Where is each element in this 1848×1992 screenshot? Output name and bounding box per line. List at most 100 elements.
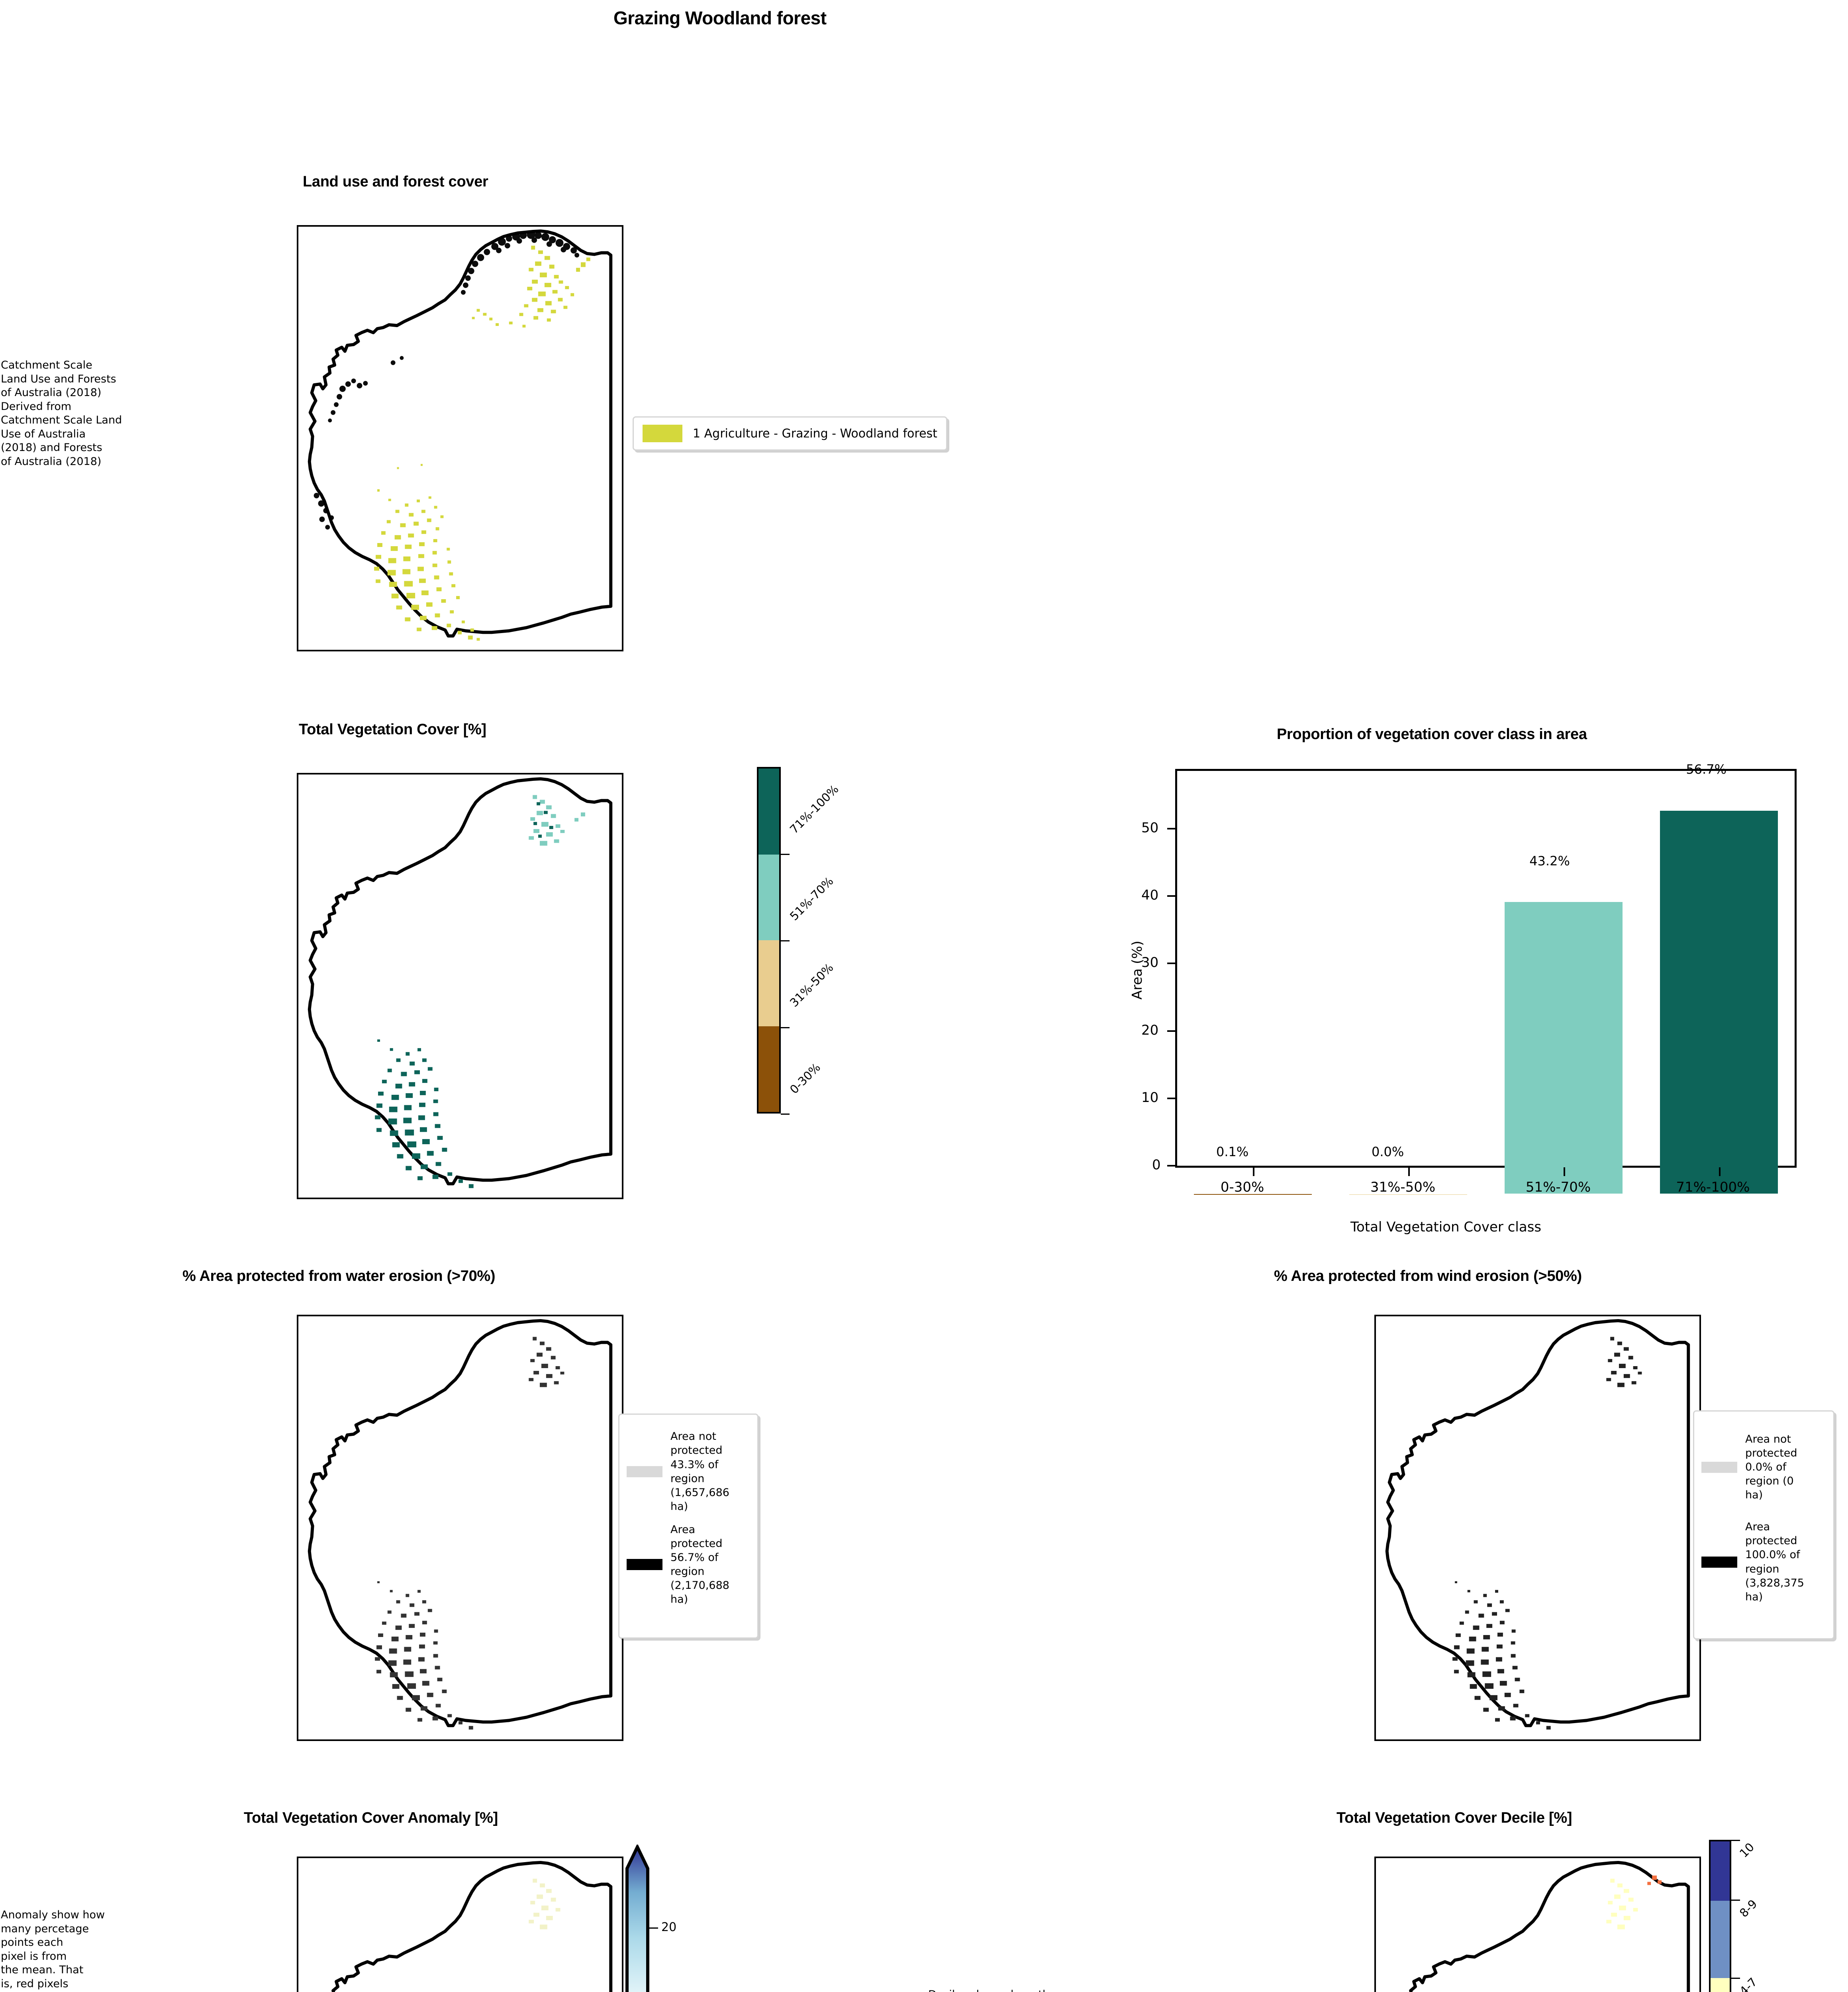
chart-axis-left bbox=[1175, 769, 1177, 1167]
bar-chart: 0 10 20 30 40 50 0.1% 0.0% 43.2% 56.7% 0… bbox=[1129, 762, 1797, 1195]
wa-outline-water-erosion bbox=[308, 1319, 613, 1730]
anomaly-panel-title: Total Vegetation Cover Anomaly [%] bbox=[244, 1810, 498, 1826]
legend-item-protected-wind: Area protected 100.0% of region (3,828,3… bbox=[1701, 1512, 1826, 1611]
vegcover-colorbar bbox=[757, 767, 781, 1114]
legend-item-not-protected-water: Area not protected 43.3% of region (1,65… bbox=[627, 1425, 750, 1518]
chart-ytick-20 bbox=[1167, 1030, 1175, 1032]
wind-erosion-legend: Area not protected 0.0% of region (0 ha)… bbox=[1693, 1410, 1834, 1639]
water-erosion-map bbox=[297, 1315, 623, 1741]
anomaly-colorbar bbox=[625, 1843, 650, 1992]
anomaly-map bbox=[297, 1857, 623, 1992]
bar-value-71-100: 56.7% bbox=[1686, 762, 1726, 777]
bar-value-0-30: 0.1% bbox=[1216, 1144, 1249, 1159]
decile-cb-seg-10 bbox=[1711, 1841, 1730, 1901]
chart-ylabel-10: 10 bbox=[1141, 1090, 1159, 1106]
anomaly-colorbar-svg bbox=[625, 1843, 649, 1992]
decile-map bbox=[1374, 1857, 1701, 1992]
cb-seg-71-100 bbox=[758, 769, 779, 855]
landuse-side-note: Catchment Scale Land Use and Forests of … bbox=[1, 359, 122, 468]
anomaly-side-note: Anomaly show how many percetage points e… bbox=[1, 1909, 105, 1992]
chart-ytick-40 bbox=[1167, 895, 1175, 897]
chart-xtick-2 bbox=[1564, 1167, 1565, 1176]
vegcover-cb-label-71-100: 71%-100% bbox=[787, 782, 841, 837]
chart-ytick-50 bbox=[1167, 828, 1175, 829]
decile-cb-tick-top bbox=[1731, 1840, 1740, 1841]
water-erosion-panel-title: % Area protected from water erosion (>70… bbox=[182, 1268, 496, 1284]
decile-cb-tick-10 bbox=[1731, 1900, 1740, 1901]
wa-outline-landuse bbox=[308, 229, 613, 641]
bar-31-50 bbox=[1349, 1194, 1468, 1195]
chart-axis-right bbox=[1795, 769, 1797, 1167]
chart-ytick-10 bbox=[1167, 1098, 1175, 1099]
vegcover-cb-label-31-50: 31%-50% bbox=[787, 961, 836, 1010]
cb-seg-0-30 bbox=[758, 1026, 779, 1112]
bar-51-70 bbox=[1504, 902, 1623, 1194]
legend-swatch-not-protected-wind bbox=[1701, 1461, 1737, 1473]
chart-ylabel-40: 40 bbox=[1141, 887, 1159, 903]
vegcover-panel-title: Total Vegetation Cover [%] bbox=[299, 721, 486, 738]
legend-label-protected-wind: Area protected 100.0% of region (3,828,3… bbox=[1745, 1521, 1804, 1603]
anomaly-cb-label-20: 20 bbox=[661, 1920, 677, 1934]
chart-xlabel-3: 71%-100% bbox=[1676, 1179, 1750, 1195]
chart-ytick-30 bbox=[1167, 963, 1175, 964]
decile-side-note: Deciles show where the pixel value lies … bbox=[928, 1988, 1151, 1992]
chart-ylabel-20: 20 bbox=[1141, 1022, 1159, 1038]
landuse-map bbox=[297, 225, 623, 651]
bar-71-100 bbox=[1660, 811, 1778, 1194]
wa-outline-anomaly bbox=[331, 1861, 613, 1992]
water-erosion-legend: Area not protected 43.3% of region (1,65… bbox=[618, 1414, 758, 1639]
chart-ylabel-0: 0 bbox=[1152, 1157, 1161, 1173]
chart-ylabel-30: 30 bbox=[1141, 955, 1159, 971]
chart-xtick-3 bbox=[1719, 1167, 1721, 1176]
chart-ytick-0 bbox=[1167, 1165, 1175, 1167]
vegcover-cb-tick-1 bbox=[781, 940, 790, 941]
chart-x-axis-title: Total Vegetation Cover class bbox=[1350, 1219, 1542, 1235]
wind-erosion-map bbox=[1374, 1315, 1701, 1741]
bar-chart-title: Proportion of vegetation cover class in … bbox=[1277, 726, 1587, 743]
page-title: Grazing Woodland forest bbox=[613, 8, 827, 28]
cb-seg-31-50 bbox=[758, 940, 779, 1026]
decile-cb-seg-8-9 bbox=[1711, 1900, 1730, 1978]
wa-outline-wind-erosion bbox=[1385, 1319, 1690, 1730]
landuse-legend-label: 1 Agriculture - Grazing - Woodland fores… bbox=[693, 426, 937, 441]
bar-value-51-70: 43.2% bbox=[1529, 853, 1570, 869]
decile-panel-title: Total Vegetation Cover Decile [%] bbox=[1337, 1810, 1572, 1826]
landuse-panel-title: Land use and forest cover bbox=[303, 173, 488, 190]
vegcover-cb-label-0-30: 0-30% bbox=[787, 1060, 823, 1097]
decile-cb-seg-4-7 bbox=[1711, 1978, 1730, 1992]
chart-axis-bottom bbox=[1175, 1166, 1797, 1168]
wa-outline-decile bbox=[1409, 1861, 1690, 1992]
decile-cb-tick-8-9 bbox=[1731, 1978, 1740, 1979]
vegcover-cb-tick-2 bbox=[781, 1027, 790, 1028]
legend-swatch-protected-wind bbox=[1701, 1556, 1737, 1568]
legend-label-protected-water: Area protected 56.7% of region (2,170,68… bbox=[670, 1523, 729, 1606]
vegcover-cb-label-51-70: 51%-70% bbox=[787, 874, 836, 923]
chart-ylabel-50: 50 bbox=[1141, 820, 1159, 836]
anomaly-cb-tick-20 bbox=[649, 1927, 658, 1929]
chart-axis-top bbox=[1175, 769, 1797, 771]
legend-label-not-protected-water: Area not protected 43.3% of region (1,65… bbox=[670, 1430, 729, 1513]
bar-0-30 bbox=[1193, 1194, 1312, 1195]
chart-xlabel-0: 0-30% bbox=[1220, 1179, 1264, 1195]
chart-xtick-1 bbox=[1408, 1167, 1410, 1176]
decile-cb-label-4-7: 4-7 bbox=[1736, 1975, 1760, 1992]
vegcover-cb-tick-3 bbox=[781, 1114, 790, 1115]
vegcover-cb-tick-0 bbox=[781, 854, 790, 855]
chart-xtick-0 bbox=[1253, 1167, 1254, 1176]
legend-swatch-protected-water bbox=[627, 1559, 662, 1570]
legend-label-not-protected-wind: Area not protected 0.0% of region (0 ha) bbox=[1745, 1433, 1797, 1502]
legend-item-protected-water: Area protected 56.7% of region (2,170,68… bbox=[627, 1518, 750, 1611]
chart-xlabel-2: 51%-70% bbox=[1525, 1179, 1591, 1195]
decile-cb-label-10: 10 bbox=[1736, 1840, 1757, 1861]
legend-item-not-protected-wind: Area not protected 0.0% of region (0 ha) bbox=[1701, 1422, 1826, 1512]
wa-outline-vegcover bbox=[308, 777, 613, 1188]
decile-colorbar bbox=[1709, 1840, 1731, 1992]
chart-xlabel-1: 31%-50% bbox=[1370, 1179, 1436, 1195]
cb-seg-51-70 bbox=[758, 854, 779, 940]
decile-cb-label-8-9: 8-9 bbox=[1736, 1897, 1760, 1920]
landuse-legend: 1 Agriculture - Grazing - Woodland fores… bbox=[633, 416, 947, 451]
wind-erosion-panel-title: % Area protected from wind erosion (>50%… bbox=[1274, 1268, 1582, 1284]
legend-swatch-not-protected-water bbox=[627, 1466, 662, 1477]
landuse-legend-swatch bbox=[643, 425, 682, 442]
bar-value-31-50: 0.0% bbox=[1371, 1144, 1404, 1159]
